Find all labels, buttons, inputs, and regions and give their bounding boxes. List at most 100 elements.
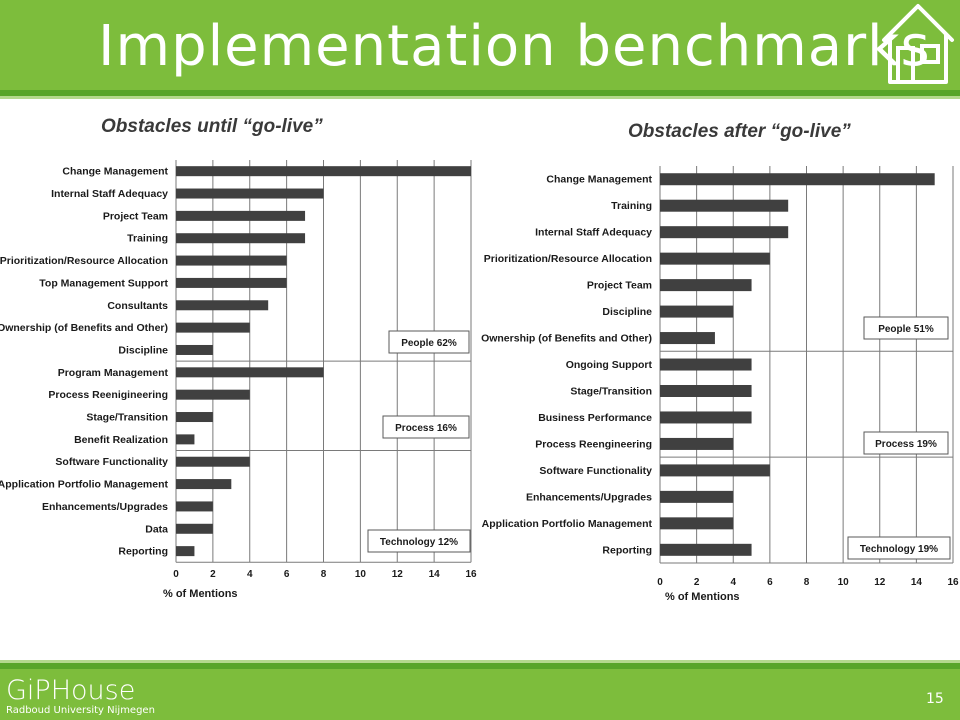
category-label: Process Reengineering (535, 438, 652, 450)
category-label: Training (127, 233, 168, 245)
x-tick-label: 14 (429, 569, 441, 580)
category-label: Software Functionality (539, 465, 652, 477)
group-label: Technology 19% (860, 544, 938, 555)
category-label: Stage/Transition (86, 412, 168, 424)
x-tick-label: 6 (284, 569, 290, 580)
x-tick-label: 2 (210, 569, 216, 580)
category-label: Training (611, 200, 652, 212)
category-label: Change Management (546, 174, 652, 186)
category-label: Discipline (602, 306, 652, 318)
bar (660, 358, 752, 371)
x-tick-label: 16 (465, 569, 477, 580)
bar (660, 543, 752, 556)
bar (176, 344, 213, 355)
group-label: People 51% (878, 324, 934, 335)
group-label-box (863, 431, 949, 455)
category-label: Ownership (of Benefits and Other) (481, 333, 652, 345)
bar (176, 233, 306, 244)
group-label: People 62% (401, 338, 457, 349)
bar (660, 437, 734, 450)
bar (660, 332, 715, 345)
group-label-box (388, 330, 470, 354)
group-label: Process 19% (875, 439, 937, 450)
category-label: Reporting (118, 546, 168, 558)
category-label: Ongoing Support (566, 359, 653, 371)
slide-title: Implementation benchmarks (98, 14, 931, 79)
category-label: Prioritization/Resource Allocation (0, 255, 168, 267)
bar (176, 456, 250, 467)
footer-bar (0, 669, 960, 720)
bar (176, 434, 195, 445)
category-label: Internal Staff Adequacy (51, 188, 168, 200)
category-label: Discipline (118, 344, 168, 356)
header-stripe-light (0, 96, 960, 99)
category-label: Software Functionality (55, 456, 168, 468)
category-label: Benefit Realization (74, 434, 168, 446)
category-label: Enhancements/Upgrades (526, 491, 652, 503)
category-label: Change Management (62, 166, 168, 178)
category-label: Prioritization/Resource Allocation (484, 253, 652, 265)
category-label: Internal Staff Adequacy (535, 227, 652, 239)
logo-subtitle: Radboud University Nijmegen (6, 705, 155, 716)
bar (176, 300, 269, 311)
bar (660, 411, 752, 424)
bar (176, 322, 250, 333)
group-label-box (863, 316, 949, 340)
x-tick-label: 12 (874, 577, 886, 588)
bar (660, 464, 770, 477)
x-tick-label: 4 (730, 577, 736, 588)
house-icon[interactable] (880, 2, 956, 86)
bar (176, 277, 287, 288)
group-label-box (847, 536, 951, 560)
category-label: Application Portfolio Management (0, 479, 168, 491)
chart-title-right: Obstacles after “go-live” (628, 121, 851, 142)
bar (176, 210, 306, 221)
chart-title-left: Obstacles until “go-live” (101, 116, 323, 137)
category-label: Data (145, 523, 168, 535)
bar (176, 255, 287, 266)
x-tick-label: 10 (838, 577, 850, 588)
bar (176, 166, 471, 177)
bar (660, 279, 752, 292)
bar (660, 199, 789, 212)
bar (176, 389, 250, 400)
category-label: Enhancements/Upgrades (42, 501, 168, 513)
header-bar (0, 0, 960, 90)
bar (660, 384, 752, 397)
category-label: Reporting (602, 544, 652, 556)
giphouse-logo: GiPHouse (6, 675, 136, 706)
x-tick-label: 6 (767, 577, 773, 588)
category-label: Business Performance (538, 412, 652, 424)
header-stripe (0, 90, 960, 96)
category-label: Top Management Support (39, 277, 168, 289)
category-label: Stage/Transition (570, 385, 652, 397)
group-label: Process 16% (395, 423, 457, 434)
bar (176, 367, 324, 378)
x-tick-label: 2 (694, 577, 700, 588)
footer-stripe (0, 663, 960, 669)
category-label: Program Management (58, 367, 169, 379)
bar (176, 546, 195, 557)
x-axis-label: % of Mentions (163, 588, 238, 600)
x-tick-label: 14 (911, 577, 923, 588)
bar (660, 517, 734, 530)
category-label: Process Reenigineering (48, 389, 168, 401)
bar (176, 412, 213, 423)
x-axis-label: % of Mentions (665, 591, 740, 603)
category-label: Application Portfolio Management (482, 518, 653, 530)
x-tick-label: 4 (247, 569, 253, 580)
category-label: Consultants (107, 300, 168, 312)
bar (176, 501, 213, 512)
group-label: Technology 12% (380, 537, 458, 548)
bar (660, 252, 770, 265)
x-tick-label: 0 (173, 569, 179, 580)
category-label: Ownership (of Benefits and Other) (0, 322, 168, 334)
bar (660, 173, 935, 186)
x-tick-label: 8 (804, 577, 810, 588)
group-label-box (367, 529, 471, 553)
footer-stripe-light (0, 660, 960, 663)
x-tick-label: 0 (657, 577, 663, 588)
bar (176, 479, 232, 490)
category-label: Project Team (103, 210, 168, 222)
x-tick-label: 12 (392, 569, 404, 580)
